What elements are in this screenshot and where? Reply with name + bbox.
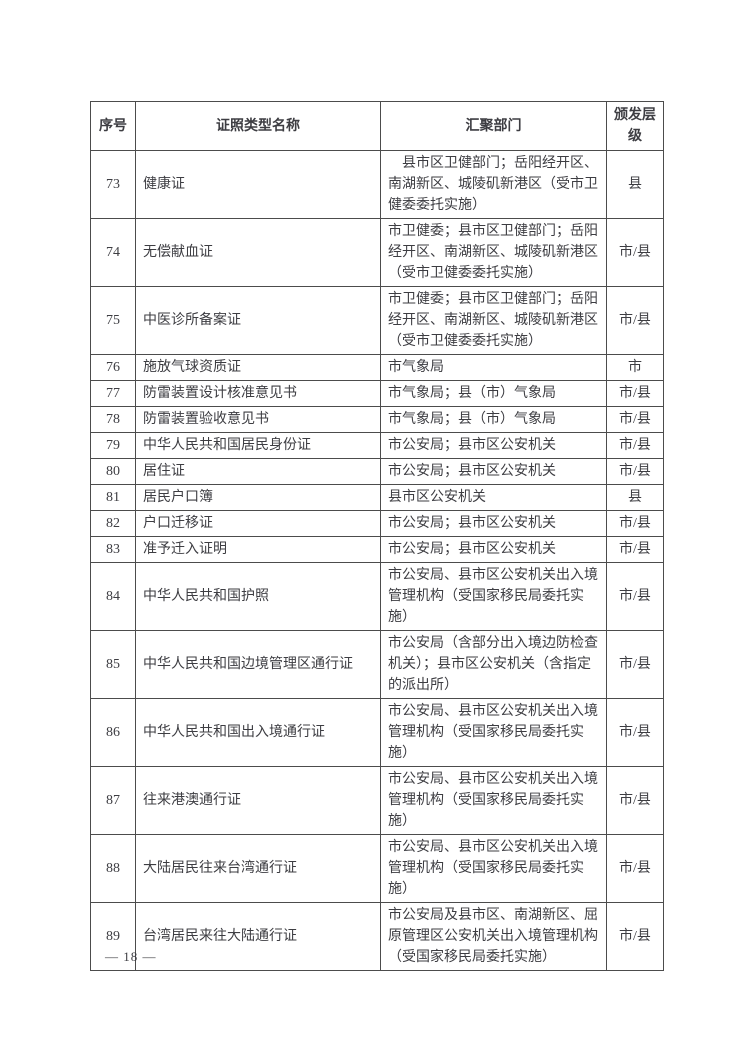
department-cell: 市公安局；县市区公安机关 (380, 536, 607, 563)
certificate-name-cell: 防雷装置验收意见书 (135, 406, 381, 433)
row-serial-number-cell: 87 (90, 766, 136, 835)
issuance-level-cell: 市/县 (606, 380, 664, 407)
department-cell: 市公安局；县市区公安机关 (380, 458, 607, 485)
issuance-level-cell: 市/县 (606, 562, 664, 631)
issuance-level-cell: 市/县 (606, 630, 664, 699)
department-cell: 市公安局、县市区公安机关出入境管理机构（受国家移民局委托实施） (380, 766, 607, 835)
page-number: — 18 — (105, 949, 157, 964)
header-certificate-type-name: 证照类型名称 (135, 101, 381, 151)
header-serial-number: 序号 (90, 101, 136, 151)
issuance-level-cell: 市/县 (606, 406, 664, 433)
department-cell: 县市区卫健部门；岳阳经开区、南湖新区、城陵矶新港区（受市卫健委委托实施） (380, 150, 607, 219)
department-cell: 市气象局；县（市）气象局 (380, 380, 607, 407)
row-serial-number-cell: 83 (90, 536, 136, 563)
certificate-name-cell: 施放气球资质证 (135, 354, 381, 381)
table-row: 78 防雷装置验收意见书 市气象局；县（市）气象局 市/县 (90, 406, 664, 433)
table-row: 88 大陆居民往来台湾通行证 市公安局、县市区公安机关出入境管理机构（受国家移民局委… (90, 834, 664, 903)
certificate-name-cell: 中华人民共和国居民身份证 (135, 432, 381, 459)
department-cell: 市公安局；县市区公安机关 (380, 510, 607, 537)
department-cell: 市公安局、县市区公安机关出入境管理机构（受国家移民局委托实施） (380, 698, 607, 767)
header-issuance-level: 颁发层级 (606, 101, 664, 151)
issuance-level-cell: 市 (606, 354, 664, 381)
issuance-level-cell: 县 (606, 484, 664, 511)
table-row: 84 中华人民共和国护照 市公安局、县市区公安机关出入境管理机构（受国家移民局委托实… (90, 562, 664, 631)
row-serial-number-cell: 84 (90, 562, 136, 631)
row-serial-number-cell: 73 (90, 150, 136, 219)
certificate-name-cell: 防雷装置设计核准意见书 (135, 380, 381, 407)
certificate-name-cell: 往来港澳通行证 (135, 766, 381, 835)
department-cell: 市公安局；县市区公安机关 (380, 432, 607, 459)
issuance-level-cell: 市/县 (606, 432, 664, 459)
row-serial-number-cell: 89 (90, 902, 136, 971)
header-aggregating-department: 汇聚部门 (380, 101, 607, 151)
table-row: 89 台湾居民来往大陆通行证 市公安局及县市区、南湖新区、屈原管理区公安机关出入境管… (90, 902, 664, 971)
row-serial-number-cell: 82 (90, 510, 136, 537)
issuance-level-cell: 市/县 (606, 698, 664, 767)
table-row: 82 户口迁移证 市公安局；县市区公安机关 市/县 (90, 510, 664, 537)
row-serial-number-cell: 88 (90, 834, 136, 903)
table-row: 79 中华人民共和国居民身份证 市公安局；县市区公安机关 市/县 (90, 432, 664, 459)
certificate-name-cell: 中医诊所备案证 (135, 286, 381, 355)
row-serial-number-cell: 76 (90, 354, 136, 381)
certificate-name-cell: 中华人民共和国护照 (135, 562, 381, 631)
row-serial-number-cell: 81 (90, 484, 136, 511)
row-serial-number-cell: 75 (90, 286, 136, 355)
issuance-level-cell: 市/县 (606, 510, 664, 537)
table-row: 74 无偿献血证 市卫健委；县市区卫健部门；岳阳经开区、南湖新区、城陵矶新港区（受市… (90, 218, 664, 287)
table-row: 85 中华人民共和国边境管理区通行证 市公安局（含部分出入境边防检查机关）；县市区公… (90, 630, 664, 699)
certificate-name-cell: 居住证 (135, 458, 381, 485)
issuance-level-cell: 市/县 (606, 286, 664, 355)
row-serial-number-cell: 85 (90, 630, 136, 699)
certificate-table: 序号 证照类型名称 汇聚部门 颁发层级 73 健康证 县市区卫健部门；岳阳经开区、… (90, 101, 664, 971)
table-row: 77 防雷装置设计核准意见书 市气象局；县（市）气象局 市/县 (90, 380, 664, 407)
issuance-level-cell: 市/县 (606, 766, 664, 835)
department-cell: 市公安局（含部分出入境边防检查机关）；县市区公安机关（含指定的派出所） (380, 630, 607, 699)
row-serial-number-cell: 79 (90, 432, 136, 459)
row-serial-number-cell: 80 (90, 458, 136, 485)
department-cell: 市卫健委；县市区卫健部门；岳阳经开区、南湖新区、城陵矶新港区（受市卫健委委托实施… (380, 218, 607, 287)
table-row: 80 居住证 市公安局；县市区公安机关 市/县 (90, 458, 664, 485)
department-cell: 市公安局及县市区、南湖新区、屈原管理区公安机关出入境管理机构（受国家移民局委托实… (380, 902, 607, 971)
issuance-level-cell: 市/县 (606, 834, 664, 903)
department-cell: 市卫健委；县市区卫健部门；岳阳经开区、南湖新区、城陵矶新港区（受市卫健委委托实施… (380, 286, 607, 355)
certificate-name-cell: 台湾居民来往大陆通行证 (135, 902, 381, 971)
issuance-level-cell: 县 (606, 150, 664, 219)
certificate-name-cell: 健康证 (135, 150, 381, 219)
table-row: 76 施放气球资质证 市气象局市 (90, 354, 664, 381)
department-cell: 县市区公安机关 (380, 484, 607, 511)
table-row: 83 准予迁入证明 市公安局；县市区公安机关 市/县 (90, 536, 664, 563)
row-serial-number-cell: 78 (90, 406, 136, 433)
certificate-name-cell: 户口迁移证 (135, 510, 381, 537)
certificate-name-cell: 中华人民共和国边境管理区通行证 (135, 630, 381, 699)
issuance-level-cell: 市/县 (606, 218, 664, 287)
table-row: 81 居民户口簿 县市区公安机关县 (90, 484, 664, 511)
certificate-name-cell: 中华人民共和国出入境通行证 (135, 698, 381, 767)
certificate-name-cell: 大陆居民往来台湾通行证 (135, 834, 381, 903)
table-row: 75 中医诊所备案证 市卫健委；县市区卫健部门；岳阳经开区、南湖新区、城陵矶新港区（… (90, 286, 664, 355)
department-cell: 市公安局、县市区公安机关出入境管理机构（受国家移民局委托实施） (380, 834, 607, 903)
department-cell: 市气象局 (380, 354, 607, 381)
issuance-level-cell: 市/县 (606, 536, 664, 563)
row-serial-number-cell: 74 (90, 218, 136, 287)
certificate-name-cell: 准予迁入证明 (135, 536, 381, 563)
certificate-name-cell: 无偿献血证 (135, 218, 381, 287)
table-header-row: 序号 证照类型名称 汇聚部门 颁发层级 (90, 101, 664, 151)
department-cell: 市公安局、县市区公安机关出入境管理机构（受国家移民局委托实施） (380, 562, 607, 631)
row-serial-number-cell: 77 (90, 380, 136, 407)
issuance-level-cell: 市/县 (606, 458, 664, 485)
table-row: 87 往来港澳通行证 市公安局、县市区公安机关出入境管理机构（受国家移民局委托实施）… (90, 766, 664, 835)
row-serial-number-cell: 86 (90, 698, 136, 767)
table-row: 73 健康证 县市区卫健部门；岳阳经开区、南湖新区、城陵矶新港区（受市卫健委委托实… (90, 150, 664, 219)
department-cell: 市气象局；县（市）气象局 (380, 406, 607, 433)
table-row: 86 中华人民共和国出入境通行证 市公安局、县市区公安机关出入境管理机构（受国家移民… (90, 698, 664, 767)
certificate-name-cell: 居民户口簿 (135, 484, 381, 511)
issuance-level-cell: 市/县 (606, 902, 664, 971)
